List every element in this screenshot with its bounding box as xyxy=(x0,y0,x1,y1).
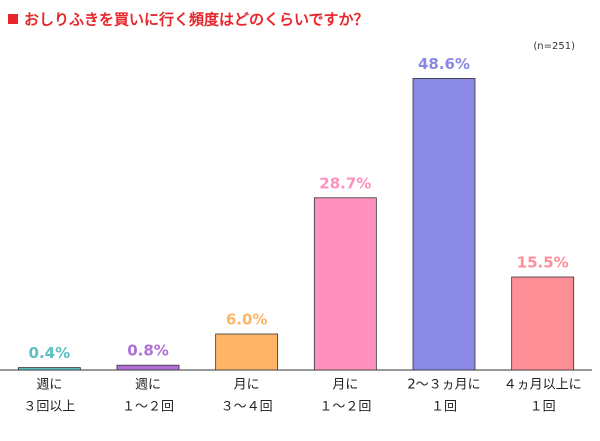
x-tick-label: １〜２回 xyxy=(319,400,371,415)
value-label: 0.4% xyxy=(29,344,71,362)
x-tick-label: 月に xyxy=(332,378,358,393)
x-tick-label: １回 xyxy=(431,400,457,415)
value-label: 48.6% xyxy=(418,55,470,73)
x-tick-label: 2〜３ヵ月に xyxy=(407,378,480,393)
bar xyxy=(116,364,180,371)
bar xyxy=(215,333,279,371)
value-label: 6.0% xyxy=(226,311,268,329)
x-tick-label: ３回以上 xyxy=(23,400,75,415)
x-tick-label: １回 xyxy=(530,400,556,415)
x-tick-label: ３〜４回 xyxy=(221,400,273,415)
value-label: 0.8% xyxy=(127,342,169,360)
sample-note: (n=251) xyxy=(533,41,575,52)
chart-title: おしりふきを買いに行く頻度はどのくらいですか？ xyxy=(24,11,369,29)
title-marker xyxy=(8,14,18,24)
x-tick-label: １〜２回 xyxy=(122,400,174,415)
bar xyxy=(511,276,575,371)
bar xyxy=(412,78,476,371)
x-tick-label: 週に xyxy=(36,378,62,393)
bar xyxy=(17,367,81,371)
x-tick-label: ４ヵ月以上に xyxy=(504,378,582,393)
bar xyxy=(313,197,377,371)
value-label: 15.5% xyxy=(517,254,569,272)
x-tick-label: 週に xyxy=(135,378,161,393)
value-label: 28.7% xyxy=(319,174,371,192)
x-tick-label: 月に xyxy=(234,378,260,393)
